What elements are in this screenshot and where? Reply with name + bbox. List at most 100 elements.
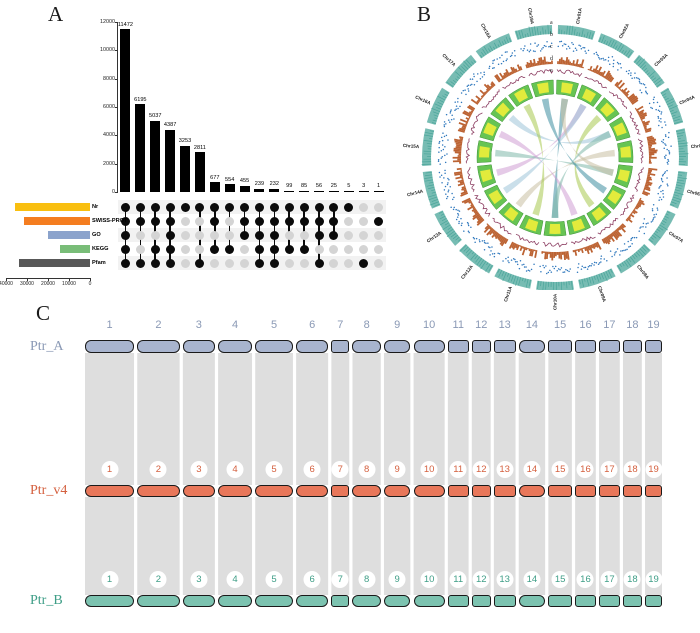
synteny-chromosome-chip[interactable] bbox=[575, 340, 596, 353]
synteny-chromosome-chip[interactable] bbox=[519, 595, 545, 607]
synteny-chromosome-chip[interactable] bbox=[645, 340, 662, 353]
synteny-chromosome-chip[interactable] bbox=[494, 595, 516, 607]
synteny-chromosome-chip[interactable] bbox=[352, 595, 380, 607]
synteny-chromosome-chip[interactable] bbox=[255, 595, 293, 607]
synteny-chromosome-chip[interactable] bbox=[623, 595, 642, 607]
synteny-chromosome-chip[interactable] bbox=[218, 340, 252, 353]
circos-track-b-point bbox=[450, 111, 452, 113]
circos-track-b-point bbox=[534, 51, 536, 53]
synteny-chromosome-number: 19 bbox=[645, 571, 662, 588]
synteny-chromosome-chip[interactable] bbox=[331, 340, 349, 353]
synteny-chromosome-chip[interactable] bbox=[331, 485, 349, 497]
synteny-chromosome-chip[interactable] bbox=[384, 595, 410, 607]
synteny-chromosome-chip[interactable] bbox=[137, 595, 179, 607]
synteny-chromosome-number: 4 bbox=[227, 571, 244, 588]
synteny-chromosome-number: 18 bbox=[626, 319, 638, 331]
synteny-chromosome-chip[interactable] bbox=[623, 485, 642, 497]
circos-track-b-point bbox=[546, 41, 548, 43]
synteny-chromosome-chip[interactable] bbox=[645, 485, 662, 497]
synteny-chromosome-chip[interactable] bbox=[448, 595, 469, 607]
synteny-chromosome-chip[interactable] bbox=[255, 485, 293, 497]
circos-track-d-line bbox=[516, 234, 539, 245]
synteny-chromosome-chip[interactable] bbox=[472, 340, 491, 353]
circos-track-b-point bbox=[463, 230, 465, 232]
upset-dot-filled bbox=[300, 203, 309, 212]
circos-track-b-point bbox=[526, 270, 528, 272]
synteny-chromosome-chip[interactable] bbox=[183, 485, 215, 497]
synteny-chromosome-chip[interactable] bbox=[296, 340, 328, 353]
circos-track-c-bar bbox=[559, 59, 561, 64]
synteny-chromosome-chip[interactable] bbox=[519, 485, 545, 497]
circos-track-b-point bbox=[652, 219, 654, 221]
synteny-chromosome-number: 15 bbox=[554, 319, 566, 331]
upset-dot-filled bbox=[151, 259, 160, 268]
circos-track-b-point bbox=[448, 189, 450, 191]
synteny-chromosome-chip[interactable] bbox=[472, 595, 491, 607]
synteny-chromosome-chip[interactable] bbox=[414, 595, 445, 607]
synteny-chromosome-chip[interactable] bbox=[448, 485, 469, 497]
synteny-chromosome-chip[interactable] bbox=[599, 485, 620, 497]
circos-track-b-point bbox=[661, 179, 663, 181]
circos-track-b-point bbox=[623, 250, 625, 252]
synteny-chromosome-chip[interactable] bbox=[599, 595, 620, 607]
synteny-chromosome-chip[interactable] bbox=[548, 340, 572, 353]
synteny-chromosome-number: 5 bbox=[266, 461, 283, 478]
circos-track-b-point bbox=[482, 240, 484, 242]
synteny-chromosome-chip[interactable] bbox=[352, 340, 380, 353]
synteny-chromosome-chip[interactable] bbox=[137, 485, 179, 497]
synteny-chromosome-chip[interactable] bbox=[548, 595, 572, 607]
synteny-chromosome-chip[interactable] bbox=[414, 485, 445, 497]
circos-track-b-point bbox=[660, 118, 662, 120]
synteny-chromosome-chip[interactable] bbox=[296, 595, 328, 607]
circos-track-e-hot bbox=[479, 146, 490, 157]
synteny-chromosome-chip[interactable] bbox=[183, 340, 215, 353]
synteny-chromosome-chip[interactable] bbox=[575, 595, 596, 607]
circos-track-b-point bbox=[662, 193, 664, 195]
synteny-chromosome-chip[interactable] bbox=[183, 595, 215, 607]
circos-track-b-point bbox=[653, 102, 655, 104]
synteny-chromosome-chip[interactable] bbox=[352, 485, 380, 497]
circos-track-b-point bbox=[505, 51, 507, 53]
synteny-chromosome-chip[interactable] bbox=[472, 485, 491, 497]
synteny-chromosome-chip[interactable] bbox=[218, 485, 252, 497]
synteny-chromosome-chip[interactable] bbox=[599, 340, 620, 353]
circos-track-b-point bbox=[585, 267, 587, 269]
synteny-chromosome-chip[interactable] bbox=[85, 595, 134, 607]
synteny-chromosome-chip[interactable] bbox=[384, 340, 410, 353]
synteny-chromosome-chip[interactable] bbox=[494, 485, 516, 497]
panel-b-circos-plot: B Chr01A Chr02A Chr03A Chr04A Chr05A Chr06A Ch… bbox=[410, 0, 700, 295]
circos-track-b-point bbox=[442, 144, 444, 146]
synteny-chromosome-chip[interactable] bbox=[448, 340, 469, 353]
upset-dot-empty bbox=[374, 203, 383, 212]
synteny-chromosome-chip[interactable] bbox=[494, 340, 516, 353]
synteny-chromosome-chip[interactable] bbox=[255, 340, 293, 353]
upset-dot-filled bbox=[240, 203, 249, 212]
circos-track-b-point bbox=[438, 160, 440, 162]
upset-dot-filled bbox=[121, 231, 130, 240]
synteny-chromosome-chip[interactable] bbox=[85, 485, 134, 497]
circos-track-b-point bbox=[641, 83, 643, 85]
synteny-chromosome-chip[interactable] bbox=[331, 595, 349, 607]
upset-dot-filled bbox=[359, 259, 368, 268]
synteny-chromosome-chip[interactable] bbox=[384, 485, 410, 497]
synteny-chromosome-chip[interactable] bbox=[296, 485, 328, 497]
circos-track-b-point bbox=[625, 249, 627, 251]
synteny-chromosome-chip[interactable] bbox=[548, 485, 572, 497]
synteny-chromosome-chip[interactable] bbox=[137, 340, 179, 353]
synteny-chromosome-number: 14 bbox=[523, 571, 540, 588]
synteny-chromosome-chip[interactable] bbox=[218, 595, 252, 607]
circos-track-d-line bbox=[468, 167, 474, 192]
synteny-chromosome-number: 12 bbox=[473, 571, 490, 588]
synteny-chromosome-number: 13 bbox=[496, 461, 513, 478]
circos-track-b-point bbox=[628, 246, 630, 248]
synteny-chromosome-chip[interactable] bbox=[623, 340, 642, 353]
circos-track-b-point bbox=[605, 59, 607, 61]
circos-track-b-point bbox=[667, 183, 669, 185]
circos-track-b-point bbox=[634, 72, 636, 74]
synteny-chromosome-chip[interactable] bbox=[519, 340, 545, 353]
synteny-chromosome-chip[interactable] bbox=[575, 485, 596, 497]
synteny-chromosome-chip[interactable] bbox=[85, 340, 134, 353]
circos-track-b-point bbox=[446, 114, 448, 116]
synteny-chromosome-chip[interactable] bbox=[414, 340, 445, 353]
synteny-chromosome-chip[interactable] bbox=[645, 595, 662, 607]
